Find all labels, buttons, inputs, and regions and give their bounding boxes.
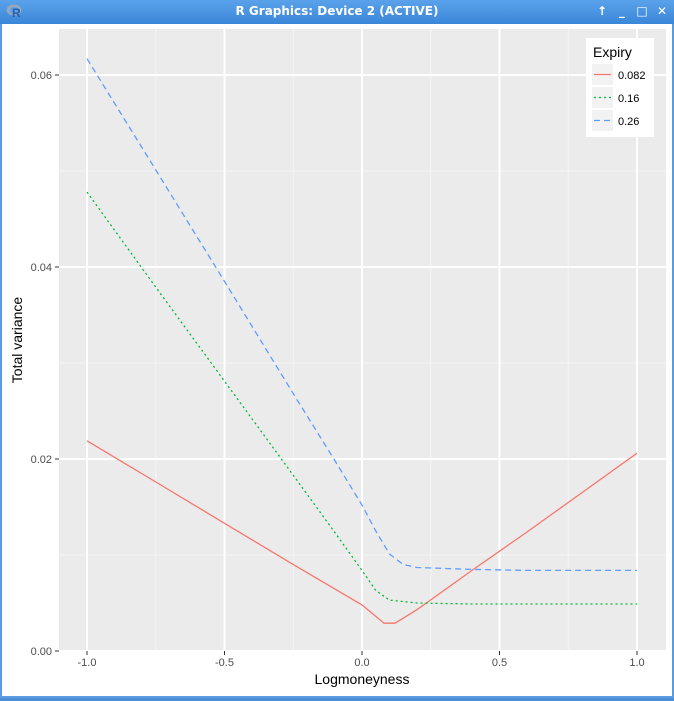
legend-label: 0.16 <box>618 93 639 105</box>
raise-button[interactable]: ↑ <box>596 4 608 18</box>
y-axis: 0.00 0.02 0.04 0.06 <box>31 70 59 658</box>
major-gridlines <box>59 29 666 652</box>
maximize-icon: □ <box>636 4 648 18</box>
x-tick-label: -0.5 <box>215 657 234 669</box>
plot-canvas: 0.00 0.02 0.04 0.06 -1.0 -0.5 0.0 0.5 1.0 Logmo… <box>2 24 672 696</box>
svg-text:R: R <box>12 6 21 19</box>
series-line-0.16 <box>86 191 637 605</box>
x-tick-label: 0.5 <box>492 657 507 669</box>
y-tick-label: 0.06 <box>31 70 52 82</box>
series-lines <box>86 58 638 624</box>
legend: Expiry 0.082 0.16 0.26 <box>586 38 654 137</box>
y-tick-label: 0.00 <box>31 646 52 658</box>
window-title: R Graphics: Device 2 (ACTIVE) <box>235 4 439 18</box>
arrow-up-icon: ↑ <box>596 4 608 18</box>
y-tick-label: 0.04 <box>31 262 52 274</box>
legend-label: 0.26 <box>618 116 639 128</box>
series-line-0.26 <box>86 58 637 572</box>
x-axis-title: Logmoneyness <box>315 671 410 687</box>
minimize-icon: _ <box>619 4 625 18</box>
maximize-button[interactable]: □ <box>636 4 648 18</box>
title-bar[interactable]: R R Graphics: Device 2 (ACTIVE) ↑ _ □ ✕ <box>0 0 674 24</box>
close-icon: ✕ <box>656 4 668 18</box>
x-tick-label: 0.0 <box>354 657 369 669</box>
x-tick-label: -1.0 <box>78 657 97 669</box>
x-tick-label: 1.0 <box>629 657 644 669</box>
close-button[interactable]: ✕ <box>656 4 668 18</box>
y-axis-title: Total variance <box>9 297 25 384</box>
legend-title: Expiry <box>593 44 632 60</box>
x-axis: -1.0 -0.5 0.0 0.5 1.0 <box>78 651 645 669</box>
series-line-0.082 <box>86 440 638 624</box>
chart: 0.00 0.02 0.04 0.06 -1.0 -0.5 0.0 0.5 1.0 Logmo… <box>9 29 666 687</box>
r-logo-icon: R <box>6 4 22 19</box>
y-tick-label: 0.02 <box>31 454 52 466</box>
minimize-button[interactable]: _ <box>616 4 628 18</box>
legend-label: 0.082 <box>618 70 646 82</box>
